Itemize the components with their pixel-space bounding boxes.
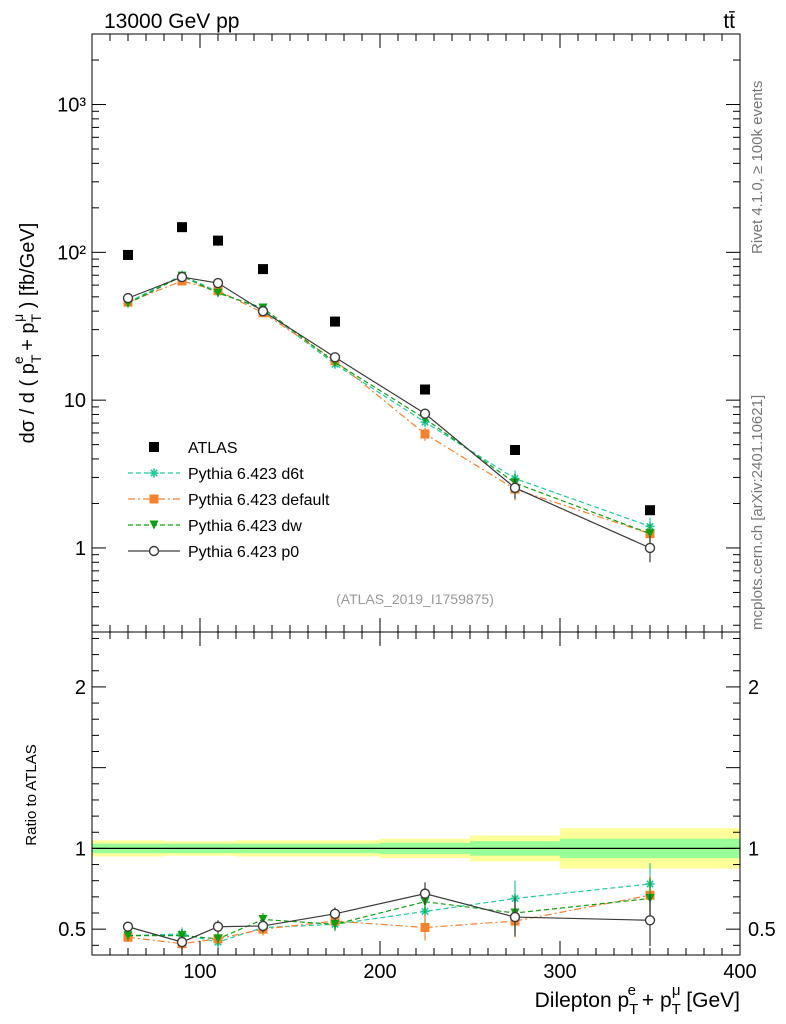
ratio-panel: 0.5 0.5 1 1 2 2 100 200 300 400 Ratio to ATLAS bbox=[23, 631, 776, 983]
p0-point bbox=[212, 277, 224, 289]
ratio-y-tick-label-right: 0.5 bbox=[748, 919, 776, 941]
ratio-p0-point bbox=[419, 888, 431, 899]
ratio-y-tick-label-right: 2 bbox=[748, 677, 759, 699]
dw-point bbox=[645, 529, 655, 539]
atlas-point bbox=[420, 384, 430, 395]
ratio-default-line bbox=[127, 894, 651, 945]
p0-line bbox=[127, 276, 651, 549]
legend-d6t-label: Pythia 6.423 d6t bbox=[188, 466, 304, 483]
ratio-p0-point bbox=[329, 908, 341, 920]
p0-point bbox=[257, 305, 269, 317]
ratio-y-tick-label-right: 1 bbox=[748, 838, 759, 860]
ratio-y-label: Ratio to ATLAS bbox=[23, 744, 40, 845]
dw-line bbox=[127, 275, 651, 535]
p0-point bbox=[644, 542, 656, 554]
ratio-dw-point bbox=[213, 934, 223, 944]
dw-point bbox=[213, 288, 223, 298]
ratio-axes: 0.5 0.5 1 1 2 2 100 200 300 400 bbox=[58, 632, 776, 983]
ratio-d6t-line bbox=[127, 883, 651, 943]
p0-point bbox=[122, 292, 134, 304]
y-tick-label: 1 bbox=[75, 538, 86, 560]
ratio-p0-point bbox=[644, 915, 656, 926]
ratio-default-point bbox=[420, 923, 430, 933]
legend: ATLAS Pythia 6.423 d6t Pythia 6.423 defaul… bbox=[128, 440, 330, 561]
legend-d6t-marker-stroke bbox=[150, 469, 158, 477]
ratio-plot-area bbox=[92, 828, 740, 951]
atlas-point bbox=[258, 264, 268, 275]
energy-label: 13000 GeV pp bbox=[104, 10, 239, 33]
ratio-frame bbox=[91, 631, 741, 956]
ratio-dw-point bbox=[330, 919, 340, 929]
ratio-dw-point bbox=[123, 931, 133, 941]
main-y-label: dσ / d ( pTe + pTμ ) [fb/GeV] bbox=[10, 223, 44, 444]
x-tick-label: 100 bbox=[183, 961, 216, 983]
atlas-point bbox=[123, 249, 133, 260]
ratio-y-tick-label-left: 0.5 bbox=[58, 919, 86, 941]
rivet-label: Rivet 4.1.0, ≥ 100k events bbox=[749, 81, 766, 254]
atlas-point bbox=[510, 444, 520, 455]
legend-p0-marker bbox=[148, 545, 160, 557]
p0-point bbox=[509, 482, 521, 494]
source-label: mcplots.cern.ch [arXiv:2401.10621] bbox=[749, 395, 766, 630]
ratio-p0-point bbox=[212, 921, 224, 932]
atlas-point bbox=[330, 316, 340, 327]
x-tick-label: 400 bbox=[723, 961, 756, 983]
ratio-dw-line bbox=[128, 897, 651, 940]
legend-p0-label: Pythia 6.423 p0 bbox=[188, 544, 299, 561]
ratio-y-tick-label-left: 2 bbox=[75, 677, 86, 699]
default-point bbox=[420, 429, 430, 439]
legend-default-marker bbox=[149, 494, 159, 504]
legend-default-label: Pythia 6.423 default bbox=[188, 492, 330, 509]
main-plot-area bbox=[122, 222, 656, 563]
y-tick-label: 10³ bbox=[57, 95, 86, 117]
x-axis-title: Dilepton pTe + pTμ [GeV] bbox=[535, 982, 740, 1018]
ratio-p0-point bbox=[122, 921, 134, 932]
p0-point bbox=[329, 352, 341, 363]
d6t-line bbox=[127, 274, 651, 527]
atlas-point bbox=[177, 222, 187, 233]
main-frame bbox=[91, 33, 741, 633]
p0-point bbox=[176, 271, 188, 283]
ratio-y-tick-label-left: 1 bbox=[75, 838, 86, 860]
process-label: tt̄ bbox=[723, 10, 735, 33]
atlas-point bbox=[213, 235, 223, 246]
y-tick-label: 10 bbox=[64, 390, 86, 412]
analysis-watermark: (ATLAS_2019_I1759875) bbox=[336, 591, 494, 607]
legend-dw-label: Pythia 6.423 dw bbox=[188, 518, 302, 535]
atlas-point bbox=[645, 505, 655, 516]
x-tick-label: 200 bbox=[363, 961, 396, 983]
default-line bbox=[127, 280, 651, 535]
main-axes: 1 10 10² 10³ bbox=[57, 33, 741, 632]
ratio-p0-point bbox=[509, 911, 521, 923]
ratio-p0-line bbox=[127, 893, 651, 943]
legend-dw-marker bbox=[149, 520, 159, 530]
legend-atlas-label: ATLAS bbox=[188, 440, 238, 457]
legend-d6t-marker bbox=[149, 468, 159, 478]
ratio-p0-point bbox=[176, 936, 188, 948]
p0-point bbox=[419, 408, 431, 419]
legend-atlas-marker bbox=[149, 442, 159, 452]
y-tick-label: 10² bbox=[57, 242, 86, 264]
x-tick-label: 300 bbox=[543, 961, 576, 983]
ratio-p0-point bbox=[257, 920, 269, 932]
